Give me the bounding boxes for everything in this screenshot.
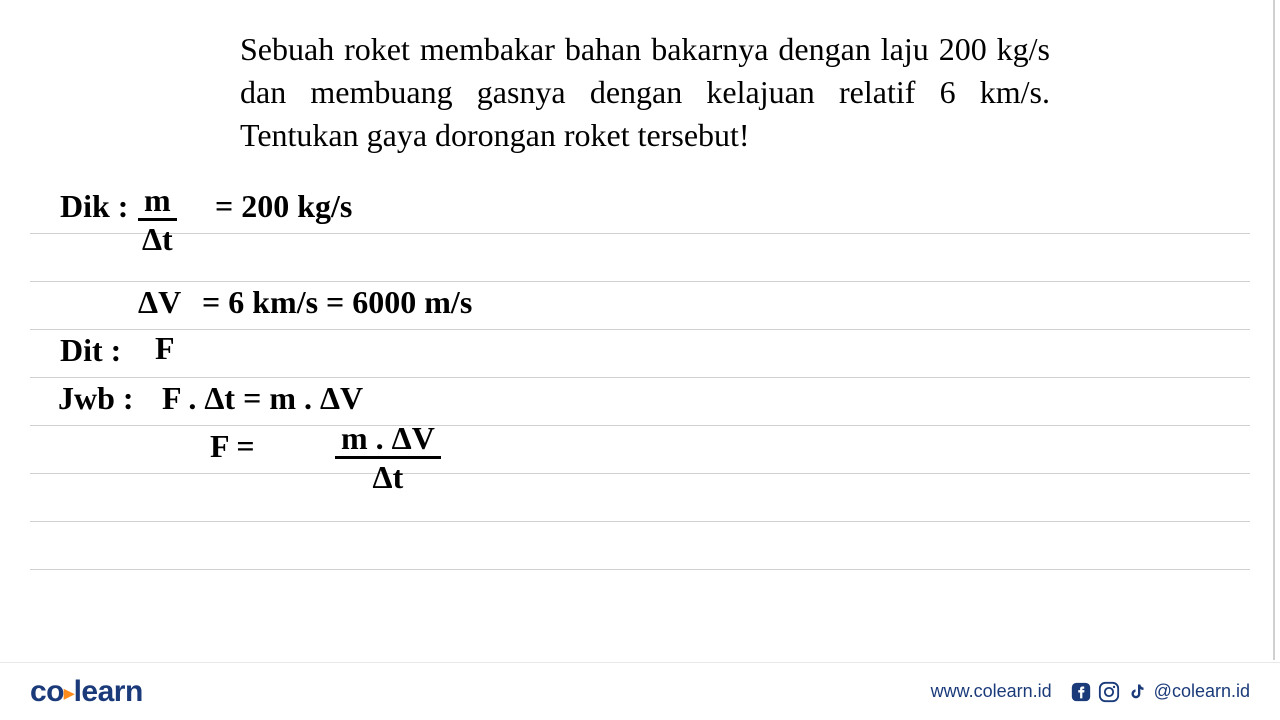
frac-num-mdv: m . ΔV [335, 422, 441, 459]
ruled-line [30, 474, 1250, 522]
instagram-icon [1098, 681, 1120, 703]
social-handle: @colearn.id [1154, 681, 1250, 702]
problem-statement: Sebuah roket membakar bahan bakarnya den… [0, 0, 1280, 176]
dik-value: = 200 kg/s [215, 188, 352, 225]
footer: co▸learn www.colearn.id @colearn.id [0, 662, 1280, 720]
facebook-icon [1070, 681, 1092, 703]
logo-dot: ▸ [64, 682, 74, 704]
ruled-line: Dit : F [30, 330, 1250, 378]
ruled-line: F = m . ΔV Δt [30, 426, 1250, 474]
force-lhs: F = [210, 428, 255, 465]
dv-value: = 6 km/s = 6000 m/s [202, 284, 472, 321]
colearn-logo: co▸learn [30, 675, 143, 709]
dit-label: Dit : [60, 332, 121, 369]
website-url: www.colearn.id [931, 681, 1052, 702]
worksheet-area: Dik : m Δt = 200 kg/s ΔV = 6 km/s = 6000… [0, 186, 1280, 618]
footer-right: www.colearn.id @colearn.id [931, 681, 1250, 703]
dik-label: Dik : [60, 188, 128, 225]
frac-num-m: m [138, 184, 177, 221]
logo-co: co [30, 675, 64, 708]
logo-learn: learn [74, 675, 143, 708]
ruled-line: Dik : m Δt = 200 kg/s [30, 186, 1250, 234]
ruled-line: Jwb : F . Δt = m . ΔV [30, 378, 1250, 426]
social-icons: @colearn.id [1070, 681, 1250, 703]
dv-var: ΔV [138, 284, 181, 321]
jwb-label: Jwb : [58, 380, 134, 417]
tiktok-icon [1126, 681, 1148, 703]
impulse-eq: F . Δt = m . ΔV [162, 380, 363, 417]
ruled-line [30, 522, 1250, 570]
ruled-line: ΔV = 6 km/s = 6000 m/s [30, 282, 1250, 330]
ruled-line [30, 234, 1250, 282]
ruled-line [30, 570, 1250, 618]
dit-var: F [155, 330, 175, 367]
